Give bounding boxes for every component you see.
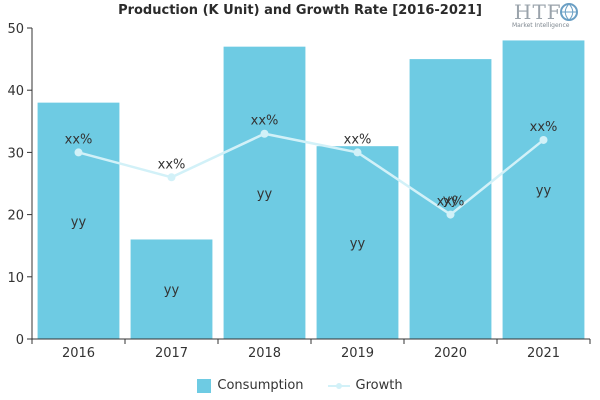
growth-data-label: xx% <box>530 120 558 135</box>
growth-point <box>260 129 269 138</box>
growth-point <box>167 173 176 182</box>
bar <box>502 40 585 339</box>
bar-data-label: yy <box>257 187 273 202</box>
brand-logo: HTF Market Intelligence <box>512 0 582 34</box>
legend-label-bar: Consumption <box>217 378 304 393</box>
y-tick-label: 30 <box>7 146 24 161</box>
x-tick-label: 2021 <box>527 346 560 361</box>
chart-legend: Consumption Growth <box>0 378 600 393</box>
x-tick-label: 2016 <box>62 346 95 361</box>
bar-data-label: yy <box>536 184 552 199</box>
chart-plot: 0 10 20 30 40 50 2016 2017 2018 2019 2020 2021 yy yy y… <box>7 22 591 361</box>
bar-data-label: yy <box>164 283 180 298</box>
growth-line <box>78 132 545 217</box>
x-tick-label: 2018 <box>248 346 281 361</box>
y-tick-label: 0 <box>16 333 24 348</box>
growth-point <box>353 148 362 157</box>
bar-data-label: yy <box>350 237 366 252</box>
growth-data-label: xx% <box>344 132 372 147</box>
legend-item-line[interactable]: Growth <box>327 378 403 393</box>
bar <box>316 146 399 339</box>
legend-label-line: Growth <box>355 378 403 393</box>
y-tick-label: 10 <box>7 271 24 286</box>
growth-point <box>446 210 455 219</box>
bar <box>130 239 213 339</box>
growth-data-label: xx% <box>158 157 186 172</box>
growth-point <box>539 135 548 144</box>
y-tick-label: 50 <box>7 22 24 37</box>
logo-mark: HTF <box>514 0 562 24</box>
growth-point <box>74 148 83 157</box>
growth-data-label: xx% <box>65 132 93 147</box>
legend-swatch-line <box>327 380 350 392</box>
bar-data-label: yy <box>443 193 459 208</box>
bar-data-label: yy <box>71 215 87 230</box>
x-tick-label: 2017 <box>155 346 188 361</box>
y-tick-label: 40 <box>7 84 24 99</box>
bar <box>223 46 306 339</box>
bar <box>409 59 492 339</box>
legend-item-bar[interactable]: Consumption <box>197 378 304 393</box>
x-tick-label: 2020 <box>434 346 467 361</box>
legend-swatch-bar <box>197 378 212 393</box>
y-tick-label: 20 <box>7 209 24 224</box>
x-tick-label: 2019 <box>341 346 374 361</box>
bar <box>37 102 120 339</box>
growth-data-label: xx% <box>437 195 465 210</box>
chart-title: Production (K Unit) and Growth Rate [201… <box>118 3 482 18</box>
growth-data-label: xx% <box>251 114 279 129</box>
logo-tagline: Market Intelligence <box>512 22 570 29</box>
globe-icon <box>560 3 578 21</box>
